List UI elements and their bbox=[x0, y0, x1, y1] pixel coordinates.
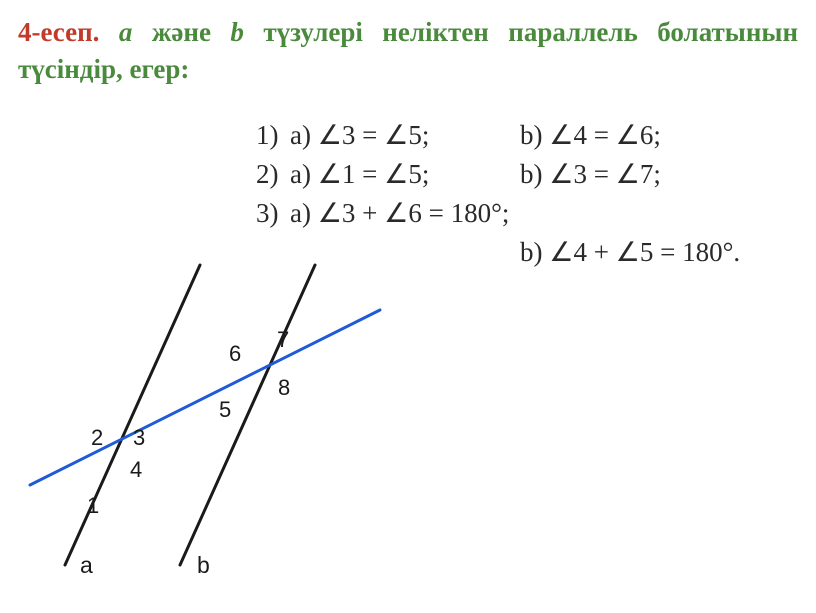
answer-number: 2) bbox=[256, 155, 290, 194]
answer-opt-b: b) ∠4 + ∠5 = 180°. bbox=[520, 233, 740, 272]
angle-label-7: 7 bbox=[277, 327, 289, 352]
title-var-a: a bbox=[119, 17, 133, 47]
answer-list: 1) а) ∠3 = ∠5; b) ∠4 = ∠6; 2) а) ∠1 = ∠5… bbox=[256, 116, 798, 273]
answer-opt-a: а) ∠3 + ∠6 = 180°; bbox=[290, 194, 520, 233]
answer-opt-a: а) ∠1 = ∠5; bbox=[290, 155, 520, 194]
title-var-b: b bbox=[230, 17, 244, 47]
answer-number: 3) bbox=[256, 194, 290, 233]
line-a bbox=[65, 265, 200, 565]
answer-opt-a: а) ∠3 = ∠5; bbox=[290, 116, 520, 155]
angle-label-6: 6 bbox=[229, 341, 241, 366]
answer-opt-b: b) ∠3 = ∠7; bbox=[520, 155, 661, 194]
angle-label-1: 1 bbox=[87, 493, 99, 518]
answer-number: 1) bbox=[256, 116, 290, 155]
problem-title: 4-есеп. a және b түзулері неліктен парал… bbox=[18, 14, 798, 89]
label-line-a: a bbox=[80, 552, 93, 578]
answer-row: 3) а) ∠3 + ∠6 = 180°; bbox=[256, 194, 798, 233]
angle-label-8: 8 bbox=[278, 375, 290, 400]
answer-row: 1) а) ∠3 = ∠5; b) ∠4 = ∠6; bbox=[256, 116, 798, 155]
title-lead: 4-есеп. bbox=[18, 17, 99, 47]
title-and: және bbox=[152, 17, 211, 47]
answer-opt-b: b) ∠4 = ∠6; bbox=[520, 116, 661, 155]
angle-label-2: 2 bbox=[91, 425, 103, 450]
answer-row: 2) а) ∠1 = ∠5; b) ∠3 = ∠7; bbox=[256, 155, 798, 194]
title-rest: түзулері неліктен параллель болатынын тү… bbox=[18, 17, 798, 84]
label-line-b: b bbox=[197, 552, 210, 578]
parallel-lines-diagram: a b 1 2 3 4 5 6 7 8 bbox=[25, 255, 405, 585]
angle-label-5: 5 bbox=[219, 397, 231, 422]
line-b bbox=[180, 265, 315, 565]
angle-label-4: 4 bbox=[130, 457, 142, 482]
transversal-line bbox=[30, 310, 380, 485]
angle-label-3: 3 bbox=[133, 425, 145, 450]
